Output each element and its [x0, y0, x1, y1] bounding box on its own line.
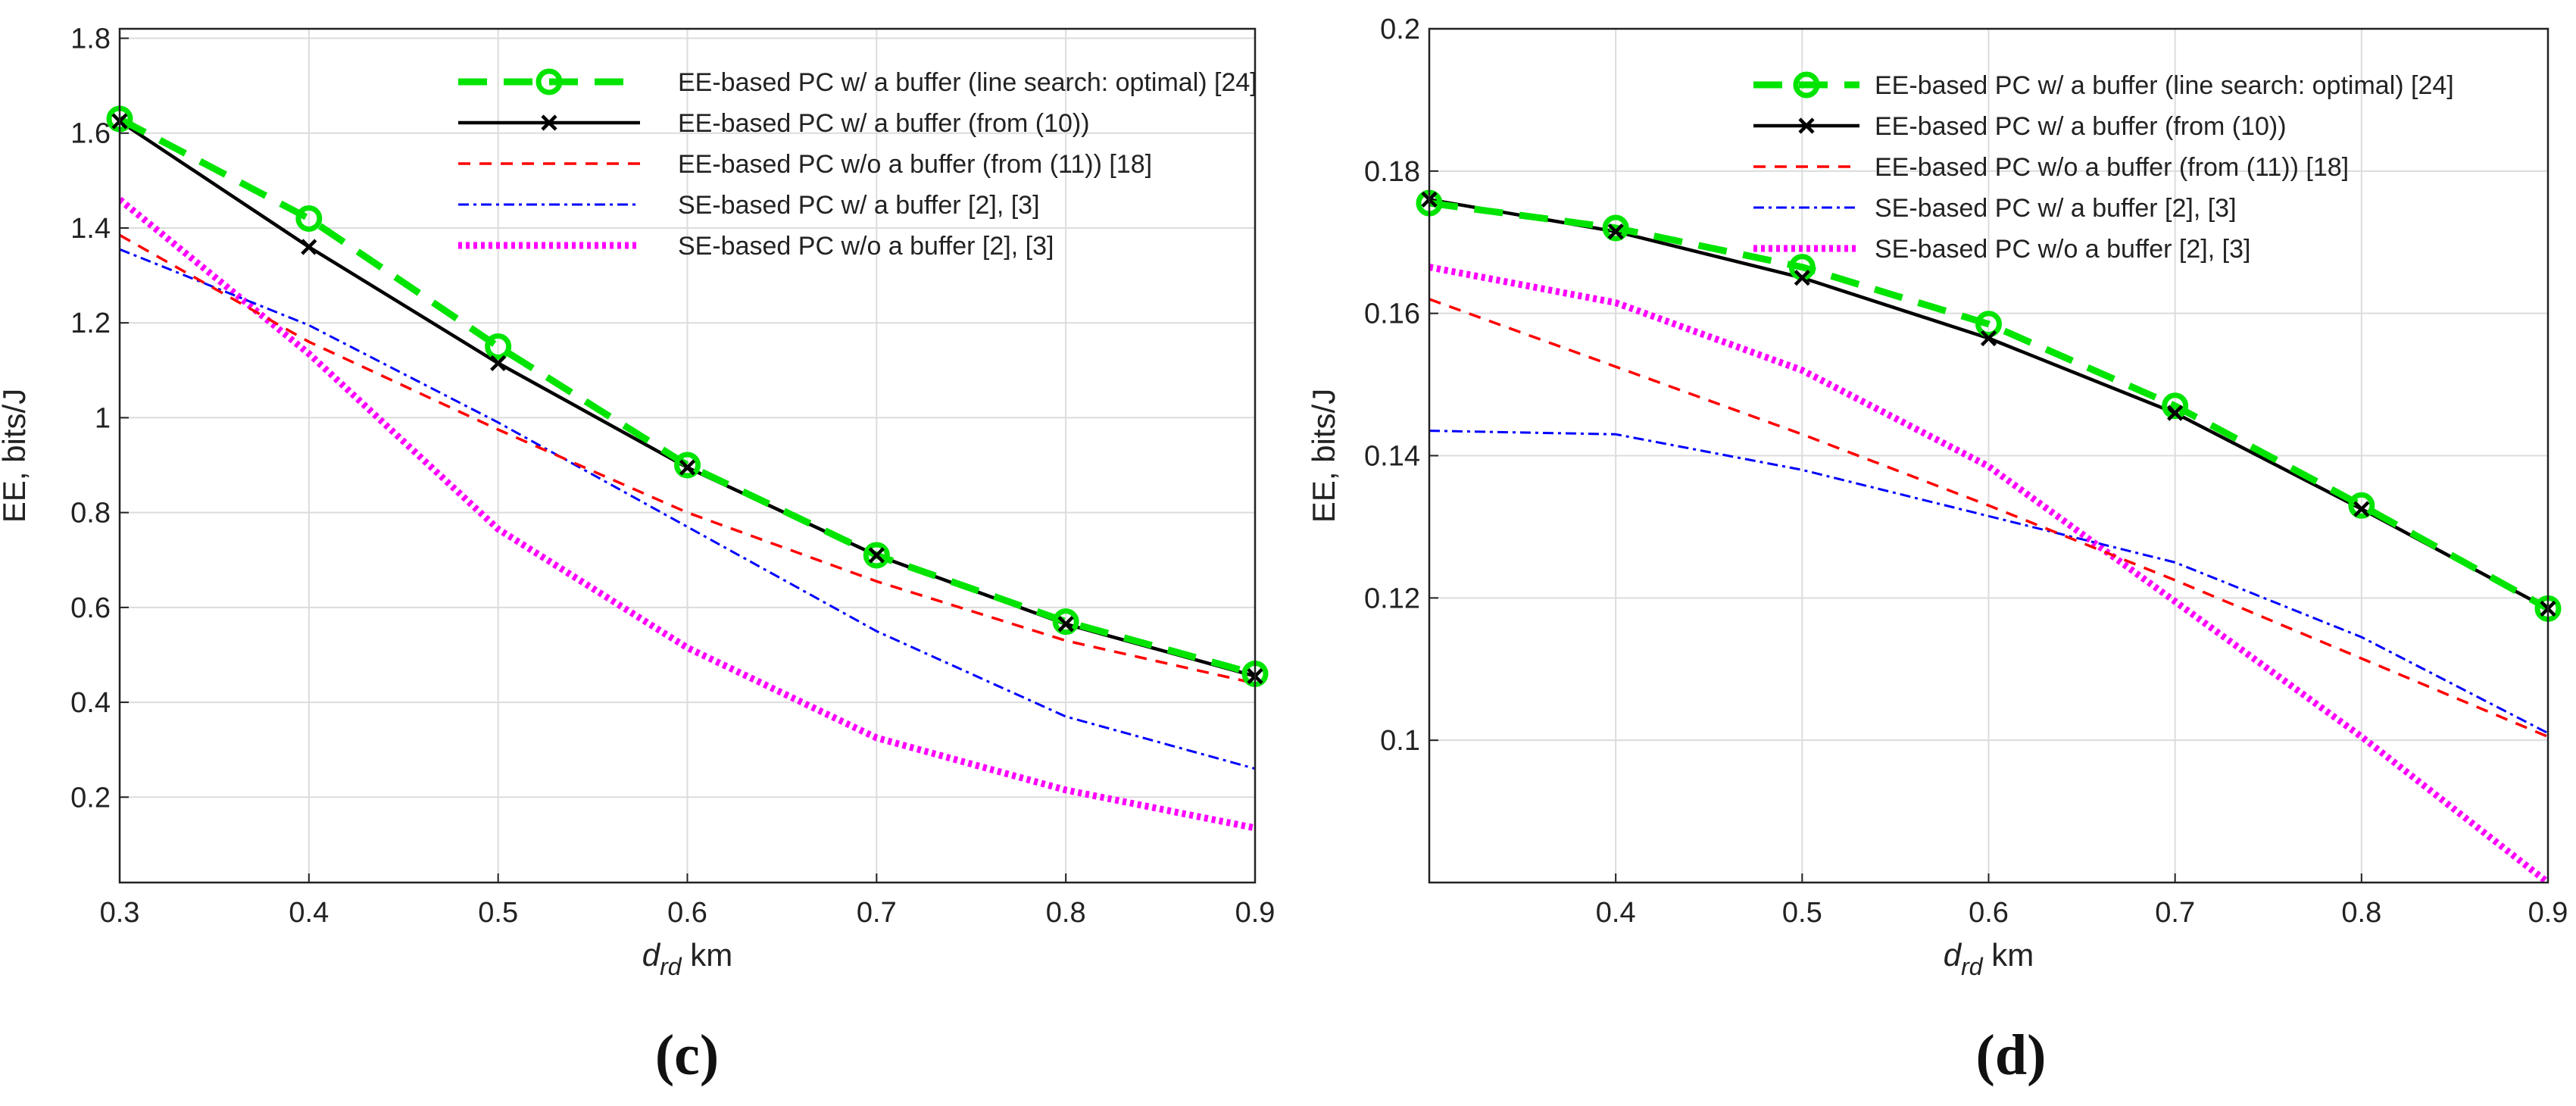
x-axis-label: drd km	[1944, 937, 2034, 980]
legend-label-3: EE-based PC w/o a buffer (from (11)) [18…	[678, 150, 1152, 179]
series-line-1	[1429, 199, 2548, 612]
y-tick-label: 0.8	[70, 498, 111, 530]
series-point-2	[2353, 501, 2370, 517]
series-point-1	[485, 333, 512, 360]
axes-box	[1428, 27, 2549, 884]
y-tick-label: 1.2	[70, 308, 111, 339]
x-tick-label: 0.3	[100, 897, 140, 929]
y-tick-label: 0.16	[1364, 298, 1420, 330]
series-point-1	[674, 451, 701, 479]
series-line-5	[1429, 264, 2548, 883]
y-tick-label: 0.6	[70, 592, 111, 624]
legend-label-1: EE-based PC w/ a buffer (line search: op…	[678, 68, 1257, 97]
y-tick-label: 0.2	[70, 782, 111, 814]
y-tick-label: 0.14	[1364, 441, 1420, 473]
chart-panel-c: 0.3 0.4 0.5 0.6 0.7 0.8 0.9 0.2 0.4 0.6 0.8 1 1.2 1.4…	[0, 23, 1275, 1087]
series-point-1	[2348, 492, 2375, 519]
series-point-2	[2167, 405, 2184, 421]
series-line-3	[1429, 298, 2548, 739]
series-point-1	[1052, 608, 1079, 636]
series-line-4	[1429, 430, 2548, 735]
x-tick-label: 0.4	[1596, 897, 1636, 929]
series-point-2	[868, 547, 885, 564]
x-tick-label: 0.9	[1235, 897, 1276, 929]
series-point-2	[679, 459, 696, 476]
y-axis-label: EE, bits/J	[0, 389, 32, 523]
y-tick-label: 0.12	[1364, 583, 1420, 614]
legend-label-5: SE-based PC w/o a buffer [2], [3]	[1875, 235, 2250, 264]
legend-label-5: SE-based PC w/o a buffer [2], [3]	[678, 232, 1054, 261]
legend-label-4: SE-based PC w/ a buffer [2], [3]	[678, 191, 1040, 220]
y-tick-label: 1.8	[70, 23, 111, 55]
series-point-1	[863, 542, 890, 569]
series-point-1	[1602, 214, 1629, 242]
series-point-2	[1607, 223, 1624, 240]
x-tick-label: 0.8	[2341, 897, 2381, 929]
y-tick-label: 0.1	[1380, 725, 1420, 757]
series-line-3	[120, 233, 1255, 685]
series-point-1	[1975, 311, 2002, 338]
panel-caption: (c)	[655, 1023, 719, 1087]
x-tick-label: 0.7	[2155, 897, 2195, 929]
legend-label-4: SE-based PC w/ a buffer [2], [3]	[1875, 194, 2237, 223]
series-point-2	[301, 239, 317, 255]
legend-label-2: EE-based PC w/ a buffer (from (10))	[678, 109, 1090, 138]
y-axis-label: EE, bits/J	[1306, 389, 1341, 523]
y-tick-label: 1.4	[70, 213, 111, 245]
x-tick-label: 0.6	[667, 897, 707, 929]
x-tick-label: 0.6	[1969, 897, 2009, 929]
series-point-1	[295, 205, 323, 232]
series-point-2	[490, 355, 507, 371]
axes-box	[118, 27, 1257, 884]
legend-marker-1	[1793, 71, 1820, 98]
y-tick-label: 0.2	[1380, 14, 1420, 45]
series-line-5	[120, 196, 1255, 832]
x-tick-label: 0.4	[289, 897, 329, 929]
y-tick-label: 0.18	[1364, 156, 1420, 188]
y-tick-label: 1	[95, 402, 111, 434]
x-tick-label: 0.5	[1782, 897, 1822, 929]
y-tick-label: 0.4	[70, 687, 111, 719]
series-point-2	[1980, 330, 1997, 347]
legend-marker-2	[541, 114, 557, 131]
legend-marker-1	[535, 68, 563, 95]
x-tick-label: 0.7	[857, 897, 897, 929]
x-axis-label: drd km	[642, 937, 732, 980]
series-point-2	[1057, 616, 1074, 633]
series-point-2	[1794, 270, 1810, 286]
panel-caption: (d)	[1976, 1023, 2047, 1087]
legend-marker-2	[1798, 117, 1815, 134]
y-tick-label: 1.6	[70, 118, 111, 150]
x-tick-label: 0.9	[2528, 897, 2568, 929]
x-tick-label: 0.5	[478, 897, 518, 929]
legend-label-2: EE-based PC w/ a buffer (from (10))	[1875, 112, 2287, 141]
chart-panel-d: 0.4 0.5 0.6 0.7 0.8 0.9 0.1 0.12 0.14 0.16 0.18 0.2…	[1306, 14, 2568, 1087]
legend-label-1: EE-based PC w/ a buffer (line search: op…	[1875, 71, 2454, 100]
x-tick-label: 0.8	[1046, 897, 1086, 929]
series-point-1	[2162, 392, 2189, 420]
legend-label-3: EE-based PC w/o a buffer (from (11)) [18…	[1875, 153, 2349, 182]
